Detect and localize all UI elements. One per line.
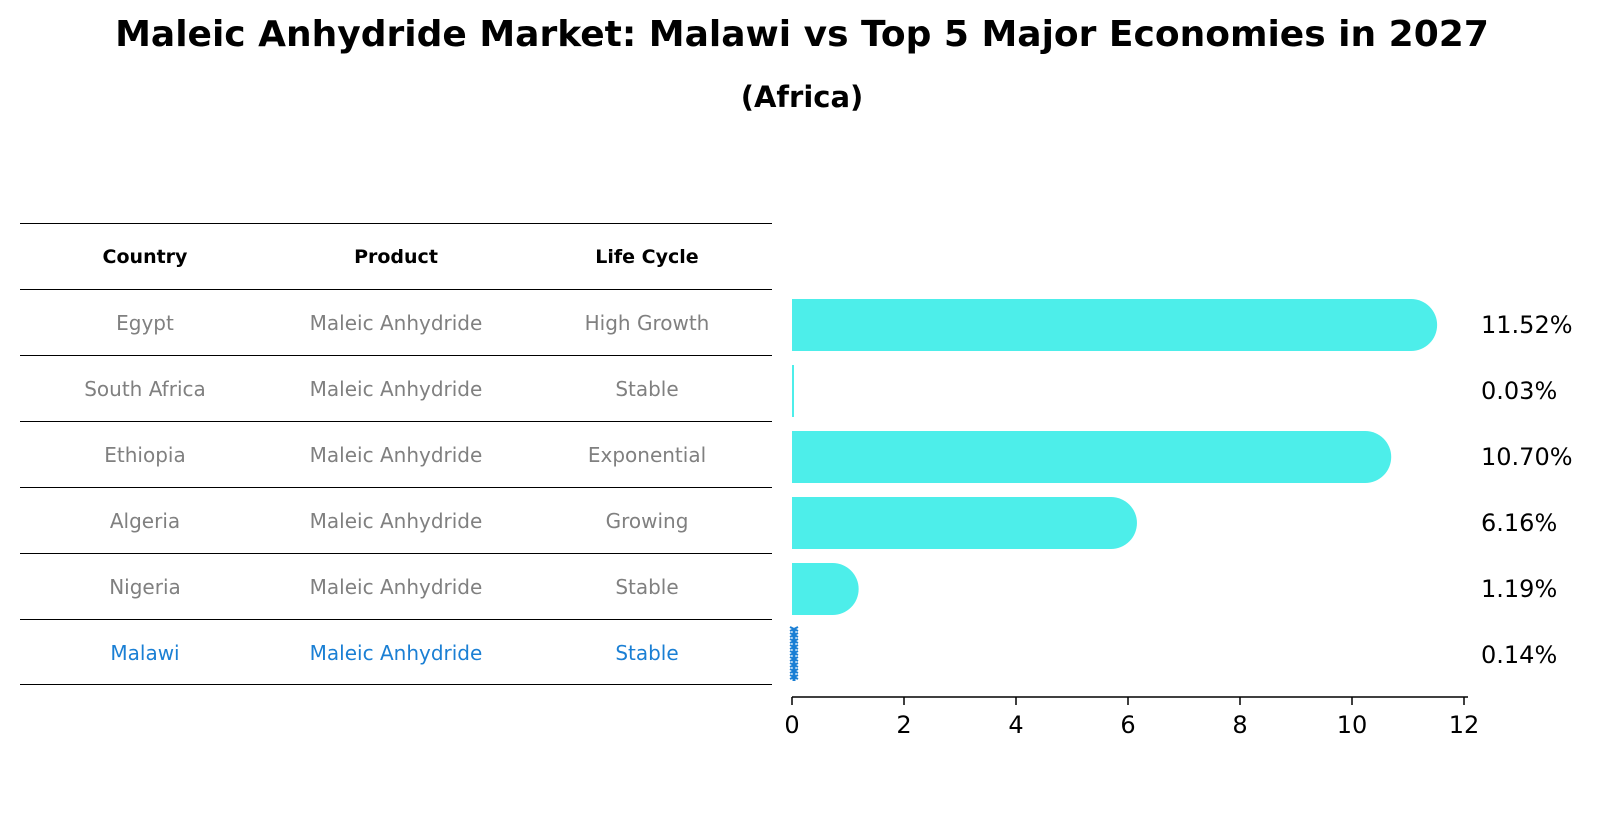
x-tick-label: 10 xyxy=(1337,711,1368,739)
bar xyxy=(792,299,1438,351)
cell-life-cycle: Growing xyxy=(605,509,689,533)
cell-product: Maleic Anhydride xyxy=(309,377,483,401)
table-row: South Africa Maleic Anhydride Stable xyxy=(20,355,772,421)
cell-life-cycle: Stable xyxy=(615,377,679,401)
cell-country: Egypt xyxy=(116,311,174,335)
bar xyxy=(792,431,1392,483)
bar xyxy=(792,563,859,615)
bar-hatch xyxy=(789,650,799,656)
chart-title: Maleic Anhydride Market: Malawi vs Top 5… xyxy=(115,14,1489,55)
cell-life-cycle: Exponential xyxy=(587,443,707,467)
bar-hatch xyxy=(789,626,799,632)
cell-life-cycle: Stable xyxy=(615,641,679,665)
cell-country: South Africa xyxy=(84,377,206,401)
cell-country: Malawi xyxy=(110,641,180,665)
x-tick-label: 12 xyxy=(1449,711,1480,739)
table-row: Ethiopia Maleic Anhydride Exponential xyxy=(20,421,772,487)
cell-life-cycle: High Growth xyxy=(584,311,710,335)
cell-product: Maleic Anhydride xyxy=(309,641,483,665)
x-tick-label: 4 xyxy=(1008,711,1023,739)
bar-hatch xyxy=(789,674,799,680)
cell-product: Maleic Anhydride xyxy=(309,575,483,599)
bar-hatch xyxy=(789,662,799,668)
bar-value-label: 6.16% xyxy=(1481,509,1557,537)
bar-value-label: 0.03% xyxy=(1481,377,1557,405)
cell-country: Nigeria xyxy=(109,575,181,599)
x-tick-label: 8 xyxy=(1232,711,1247,739)
table-row-highlighted: Malawi Maleic Anhydride Stable xyxy=(20,619,772,685)
bar-hatch xyxy=(789,644,799,650)
cell-country: Algeria xyxy=(109,509,181,533)
x-tick-label: 2 xyxy=(896,711,911,739)
header-country: Country xyxy=(102,246,188,268)
bar xyxy=(792,365,794,417)
header-life-cycle: Life Cycle xyxy=(595,246,699,268)
bar-hatch xyxy=(789,668,799,674)
table-header-row: Country Product Life Cycle xyxy=(20,223,772,289)
data-table: Country Product Life Cycle Egypt Maleic … xyxy=(20,223,772,685)
bar xyxy=(792,497,1137,549)
chart-subtitle: (Africa) xyxy=(740,80,864,114)
table-row: Egypt Maleic Anhydride High Growth xyxy=(20,289,772,355)
cell-life-cycle: Stable xyxy=(615,575,679,599)
bar-value-label: 1.19% xyxy=(1481,575,1557,603)
cell-product: Maleic Anhydride xyxy=(309,509,483,533)
bar-hatch xyxy=(789,638,799,644)
x-tick-label: 0 xyxy=(784,711,799,739)
header-product: Product xyxy=(354,246,438,268)
bar-hatch xyxy=(789,656,799,662)
cell-product: Maleic Anhydride xyxy=(309,311,483,335)
x-tick-label: 6 xyxy=(1120,711,1135,739)
bar-value-label: 10.70% xyxy=(1481,443,1573,471)
bar-value-label: 11.52% xyxy=(1481,311,1573,339)
table-row: Nigeria Maleic Anhydride Stable xyxy=(20,553,772,619)
cell-country: Ethiopia xyxy=(104,443,186,467)
table-row: Algeria Maleic Anhydride Growing xyxy=(20,487,772,553)
bar-value-label: 0.14% xyxy=(1481,641,1557,669)
cell-product: Maleic Anhydride xyxy=(309,443,483,467)
bar-hatch xyxy=(789,632,799,638)
